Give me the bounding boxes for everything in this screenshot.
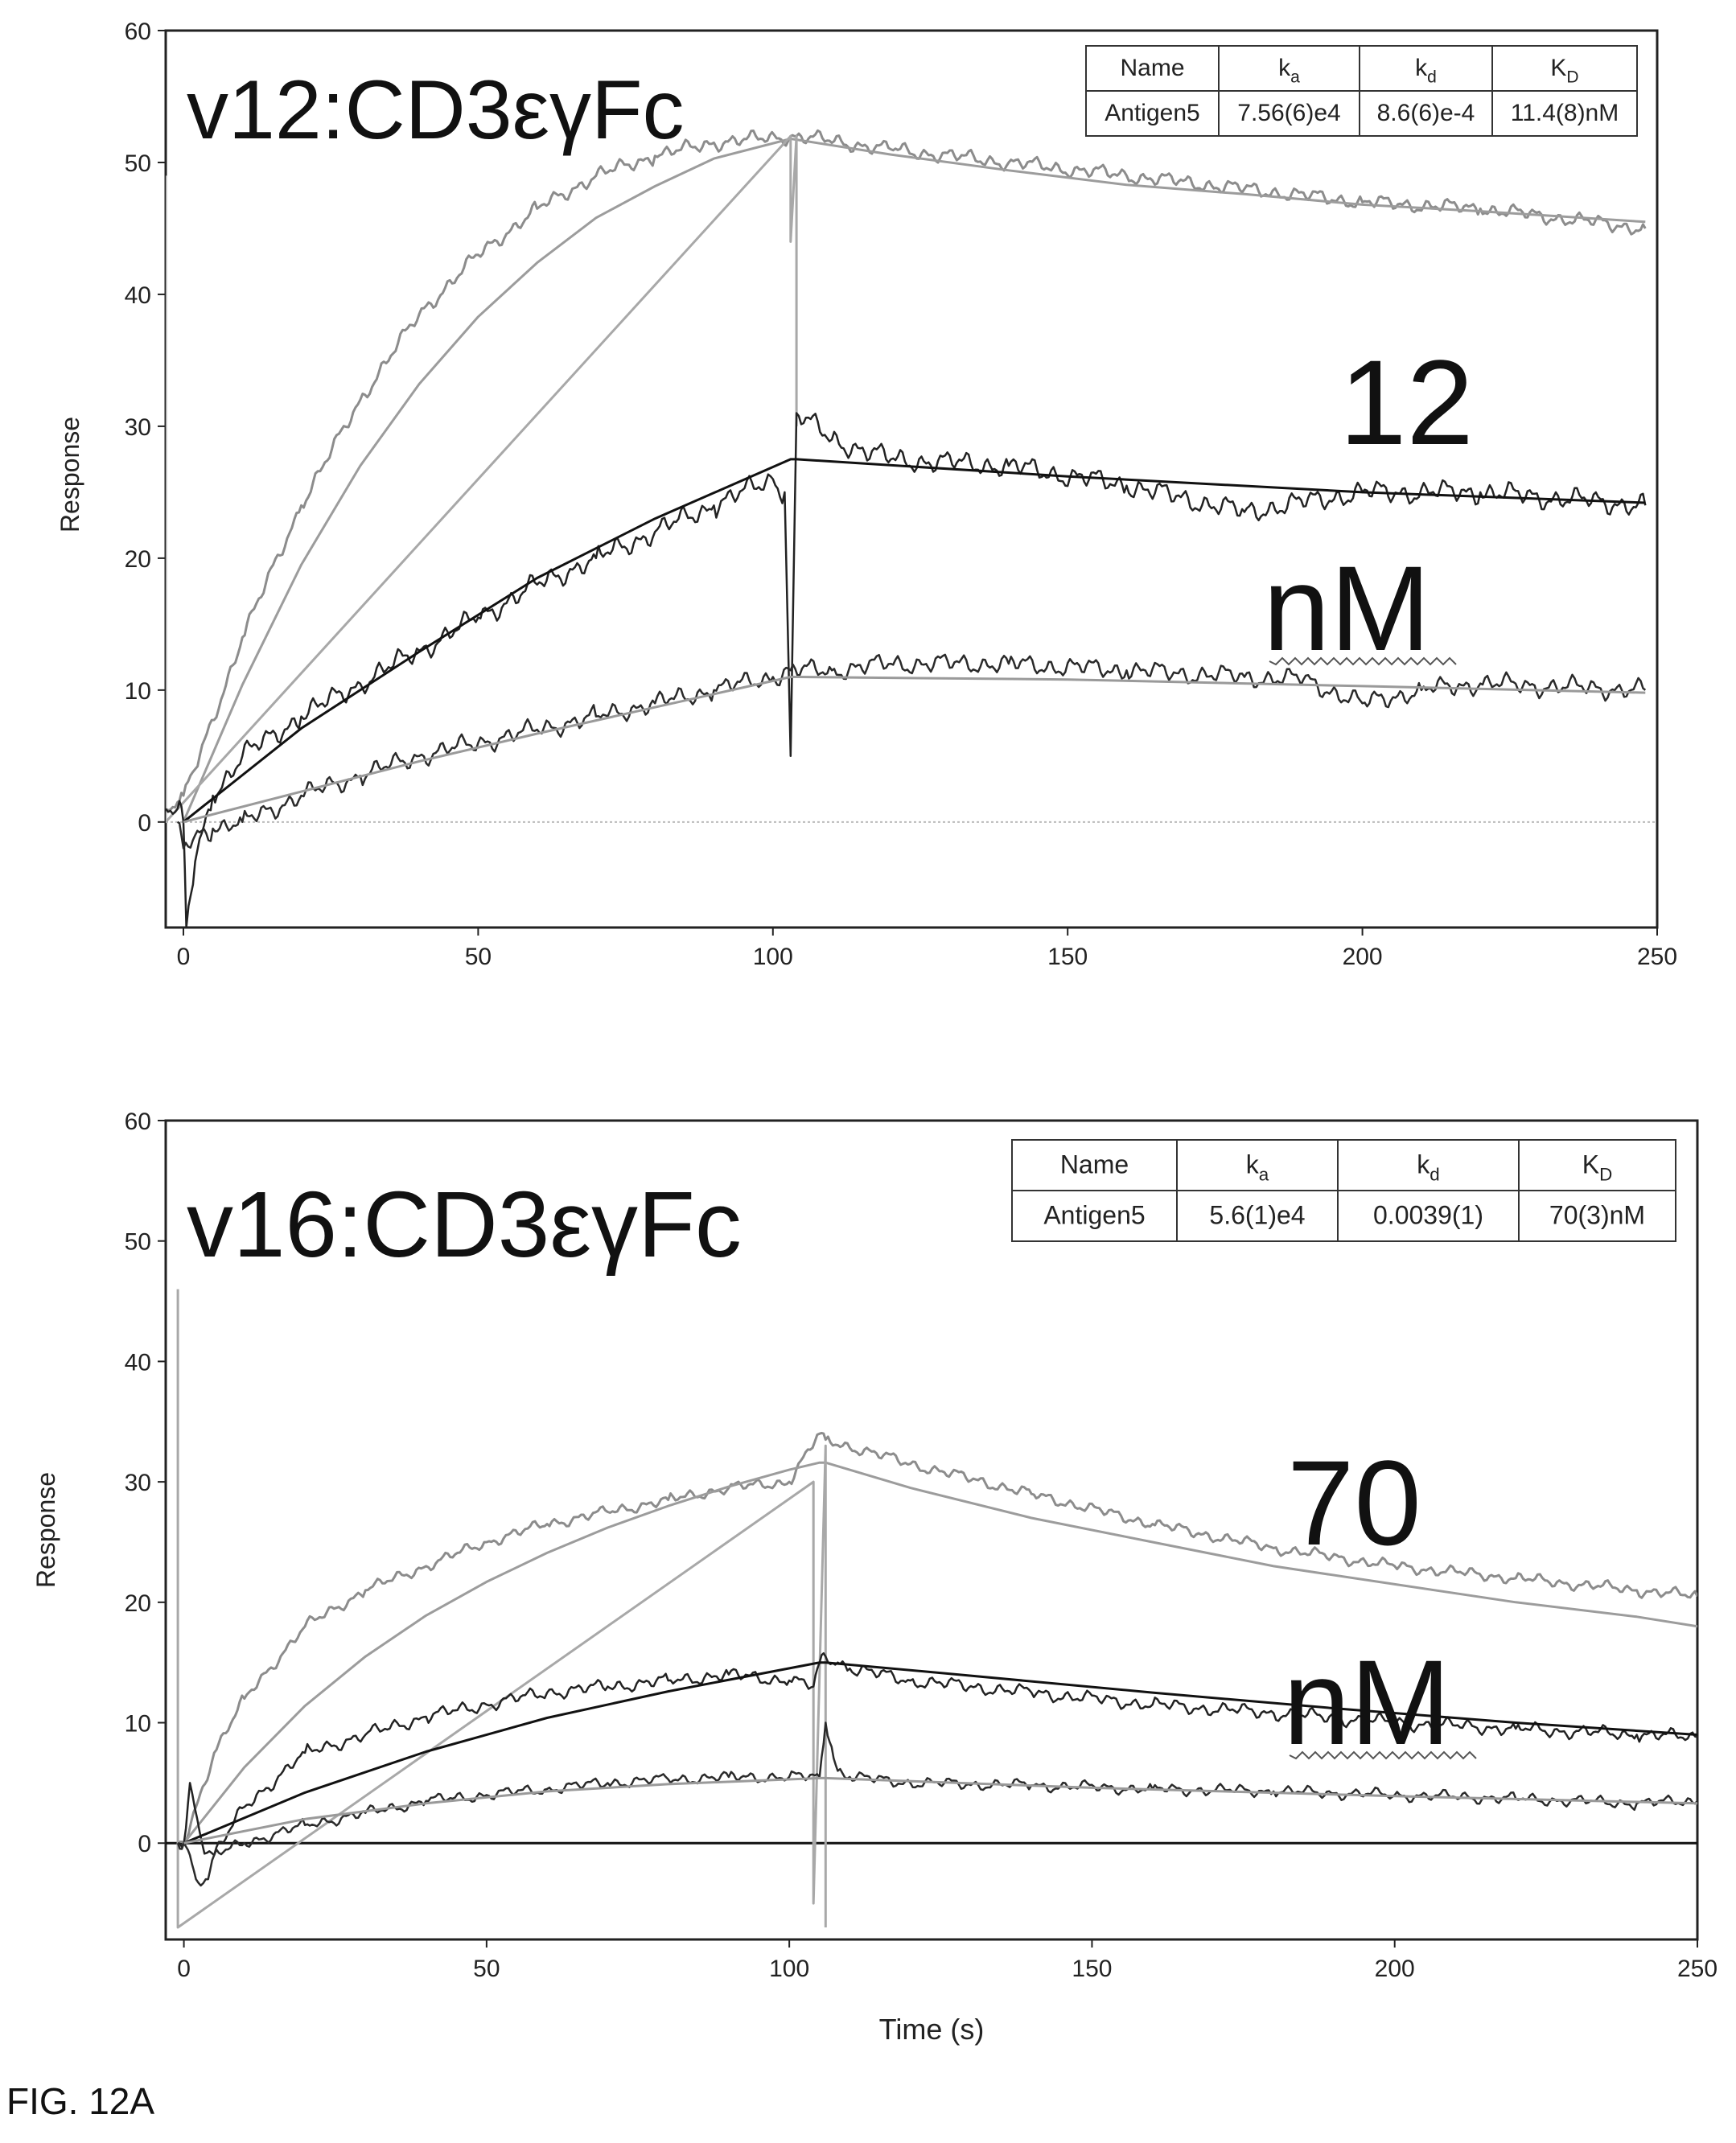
y-tick-label: 40 [125, 282, 151, 309]
y-tick-label: 60 [125, 19, 151, 45]
y-tick-label: 10 [125, 1711, 151, 1738]
table-value-cell: Antigen5 [1105, 100, 1199, 126]
series-line-6 [177, 653, 1647, 849]
table-header-subscript: D [1566, 68, 1578, 86]
y-tick-label: 20 [125, 1590, 151, 1617]
series-group [166, 129, 1647, 928]
table-value-cell: 7.56(6)e4 [1237, 100, 1340, 126]
x-tick-label: 50 [465, 944, 492, 970]
series-group [176, 1289, 1697, 1929]
concentration-annotation-2: nM [1263, 541, 1430, 676]
series-line-5 [183, 458, 1646, 823]
x-tick-label: 200 [1375, 1956, 1415, 1982]
series-line-3 [176, 1289, 827, 1929]
series-line-7 [183, 676, 1646, 824]
y-tick-label: 20 [125, 546, 151, 573]
table-header-subscript: D [1599, 1165, 1612, 1185]
series-line-6 [176, 1721, 1697, 1887]
series-line-4 [177, 1651, 1697, 1857]
y-tick-label: 50 [125, 1229, 151, 1256]
table-header-subscript: d [1427, 68, 1437, 86]
chart-title: v12:CD3εγFc [187, 64, 685, 157]
kinetics-table: NameAntigen5ka7.56(6)e4kd8.6(6)e-4KD11.4… [1085, 45, 1638, 137]
concentration-annotation-1: 12 [1339, 335, 1474, 470]
series-line-3 [166, 134, 798, 824]
y-tick-label: 10 [125, 678, 151, 705]
series-line-7 [183, 1776, 1697, 1845]
figure-label: FIG. 12A [6, 2080, 155, 2122]
y-tick-label: 30 [125, 414, 151, 441]
x-tick-label: 100 [769, 1956, 809, 1982]
x-tick-label: 0 [177, 1956, 191, 1982]
x-tick-label: 250 [1677, 1956, 1717, 1982]
table-header-cell: Name [1060, 1150, 1129, 1179]
plot-frame [164, 1119, 1699, 1941]
y-tick-label: 60 [125, 1109, 151, 1135]
table-value-cell: 5.6(1)e4 [1209, 1201, 1305, 1230]
table-header-cell: KD [1550, 55, 1578, 86]
x-tick-label: 250 [1637, 944, 1677, 970]
x-tick-label: 150 [1072, 1956, 1112, 1982]
x-tick-label: 200 [1343, 944, 1383, 970]
series-line-2 [182, 138, 1646, 823]
series-line-1 [177, 1432, 1697, 1845]
chart-title: v16:CD3εγFc [187, 1172, 742, 1277]
table-value-cell: 70(3)nM [1549, 1201, 1645, 1230]
concentration-annotation-2: nM [1283, 1635, 1450, 1770]
y-tick-label: 0 [138, 810, 151, 837]
table-value-cell: 0.0039(1) [1373, 1201, 1483, 1230]
y-tick-label: 30 [125, 1470, 151, 1496]
y-tick-label: 50 [125, 150, 151, 177]
x-tick-label: 100 [753, 944, 793, 970]
concentration-annotation-1: 70 [1287, 1435, 1421, 1570]
x-axis-label: Time (s) [879, 2013, 985, 2046]
table-header-subscript: a [1259, 1165, 1269, 1185]
annotation-underline [1269, 656, 1457, 666]
y-tick-label: 40 [125, 1349, 151, 1376]
table-header-subscript: a [1290, 68, 1300, 86]
x-tick-label: 0 [177, 944, 191, 970]
x-tick-label: 150 [1047, 944, 1088, 970]
y-tick-label: 0 [138, 1831, 151, 1857]
plot-frame [164, 29, 1659, 929]
kinetics-table: NameAntigen5ka5.6(1)e4kd0.0039(1)KD70(3)… [1011, 1139, 1676, 1242]
annotation-underline [1289, 1750, 1477, 1760]
table-value-cell: 11.4(8)nM [1511, 100, 1619, 126]
series-line-2 [183, 1461, 1697, 1845]
table-value-cell: Antigen5 [1043, 1201, 1145, 1230]
table-header-cell: Name [1120, 55, 1184, 81]
table-header-subscript: d [1430, 1165, 1439, 1185]
series-line-1 [166, 129, 1647, 812]
chart-v16-cd3: 0 10 20 30 40 50 60 0 50 100 150 200 250 Response Time… [31, 1109, 1717, 2046]
chart-v12-cd3: 0 10 20 30 40 50 60 0 50 100 150 200 250 Response v12:… [56, 19, 1677, 970]
y-axis-label: Response [31, 1472, 60, 1588]
series-line-5 [183, 1661, 1697, 1845]
y-axis-label: Response [56, 417, 84, 533]
table-value-cell: 8.6(6)e-4 [1377, 100, 1475, 126]
x-tick-label: 50 [473, 1956, 500, 1982]
